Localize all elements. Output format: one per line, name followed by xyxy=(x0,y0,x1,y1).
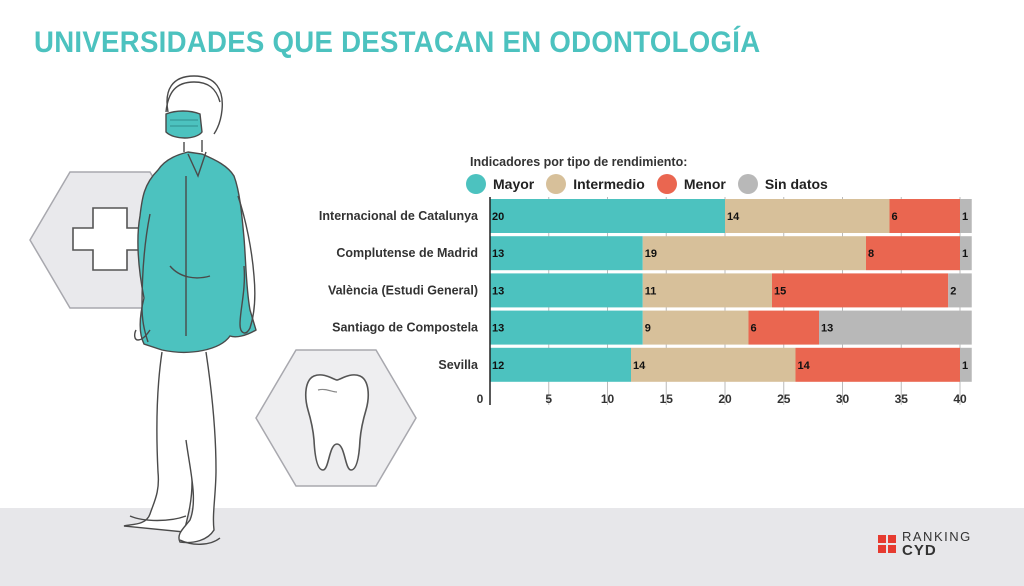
data-label: 6 xyxy=(751,323,757,335)
data-label: 15 xyxy=(774,285,786,297)
logo-line2: CYD xyxy=(902,542,937,559)
data-label: 12 xyxy=(492,360,504,372)
data-label: 20 xyxy=(492,211,504,223)
data-label: 19 xyxy=(645,248,657,260)
page-title: UNIVERSIDADES QUE DESTACAN EN ODONTOLOGÍ… xyxy=(34,26,761,59)
bar-segment xyxy=(490,273,643,308)
legend-label: Mayor xyxy=(493,176,535,192)
ranking-cyd-logo: RANKING CYD xyxy=(878,530,972,558)
data-label: 11 xyxy=(645,285,657,297)
logo-line1: RANKING xyxy=(902,529,972,544)
bar-segment xyxy=(748,310,819,345)
category-label: Santiago de Compostela xyxy=(332,321,479,335)
data-label: 13 xyxy=(492,323,504,335)
bar-segment xyxy=(948,273,972,308)
bar-segment xyxy=(795,347,960,382)
category-label: Internacional de Catalunya xyxy=(319,209,479,223)
bar-segment xyxy=(960,347,972,382)
data-label: 6 xyxy=(892,211,898,223)
chart-legend: Mayor Intermedio Menor Sin datos xyxy=(466,174,840,194)
x-tick-label: 20 xyxy=(718,392,732,406)
bar-segment xyxy=(490,347,631,382)
legend-item-sin-datos: Sin datos xyxy=(737,174,828,194)
data-label: 13 xyxy=(492,285,504,297)
data-label: 9 xyxy=(645,323,651,335)
legend-label: Intermedio xyxy=(573,176,645,192)
data-label: 1 xyxy=(962,248,968,260)
bar-segment xyxy=(642,310,749,345)
legend-swatch xyxy=(466,174,486,194)
category-label: València (Estudi General) xyxy=(328,283,478,297)
x-tick-label: 30 xyxy=(836,392,850,406)
bar-segment xyxy=(490,199,725,233)
legend-item-mayor: Mayor xyxy=(466,174,534,194)
legend-label: Sin datos xyxy=(764,176,828,192)
x-tick-label: 40 xyxy=(953,392,967,406)
tooth-icon xyxy=(255,349,417,487)
x-tick-label: 35 xyxy=(895,392,909,406)
legend-item-menor: Menor xyxy=(656,174,726,194)
x-tick-label: 15 xyxy=(660,392,674,406)
data-label: 14 xyxy=(798,360,811,372)
data-label: 14 xyxy=(727,211,740,223)
bar-segment xyxy=(772,273,949,308)
category-label: Complutense de Madrid xyxy=(336,246,478,260)
legend-label: Menor xyxy=(683,176,726,192)
x-tick-label: 10 xyxy=(601,392,615,406)
data-label: 1 xyxy=(962,211,968,223)
bar-segment xyxy=(889,199,960,233)
data-label: 13 xyxy=(821,323,833,335)
bar-segment xyxy=(642,236,866,271)
legend-swatch xyxy=(656,174,677,194)
chart-subtitle: Indicadores por tipo de rendimiento: xyxy=(470,155,688,169)
dentist-figure xyxy=(123,75,257,545)
bar-segment xyxy=(960,236,972,271)
data-label: 14 xyxy=(633,360,646,372)
bar-segment xyxy=(490,310,643,345)
x-tick-label: 0 xyxy=(477,392,484,406)
bar-segment xyxy=(960,199,972,233)
data-label: 2 xyxy=(950,285,956,297)
x-tick-label: 25 xyxy=(777,392,791,406)
bar-segment xyxy=(725,199,890,233)
legend-item-intermedio: Intermedio xyxy=(546,174,645,194)
data-label: 1 xyxy=(962,360,968,372)
bar-segment xyxy=(490,236,643,271)
category-label: Sevilla xyxy=(438,358,479,372)
bar-segment xyxy=(866,236,960,271)
legend-swatch xyxy=(737,174,758,194)
logo-mark-icon xyxy=(878,535,896,553)
data-label: 13 xyxy=(492,248,504,260)
bar-segment xyxy=(819,310,972,345)
legend-swatch xyxy=(546,174,567,194)
data-label: 8 xyxy=(868,248,874,260)
bar-segment xyxy=(631,347,796,382)
x-tick-label: 5 xyxy=(545,392,552,406)
bar-segment xyxy=(642,273,772,308)
